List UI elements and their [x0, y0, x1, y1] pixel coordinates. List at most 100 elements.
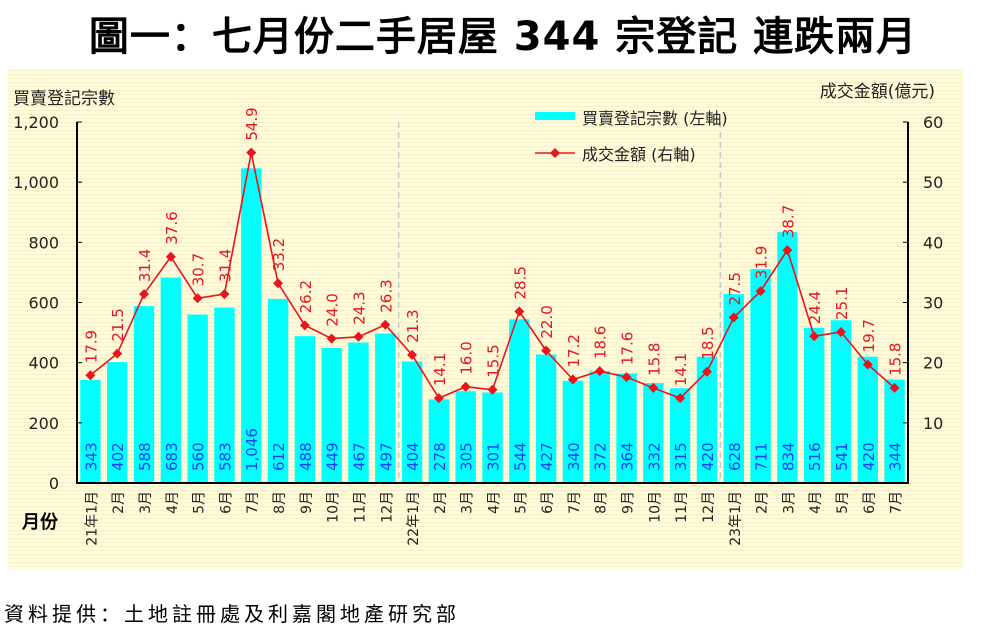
bar [777, 232, 798, 483]
bar-label: 305 [458, 442, 476, 471]
line-marker [460, 381, 471, 392]
line-marker [299, 320, 310, 331]
line-marker [701, 366, 712, 377]
bar [321, 347, 342, 483]
bar-label: 1,046 [243, 428, 261, 471]
line-marker [728, 312, 739, 323]
x-tick-label: 11月 [352, 491, 368, 523]
bar-label: 344 [887, 442, 905, 471]
line-label: 24.0 [324, 293, 342, 326]
bar [455, 391, 476, 483]
line-label: 28.5 [511, 266, 529, 299]
bar [669, 388, 691, 483]
left-axis-title: 買賣登記宗數 [13, 89, 115, 109]
line-marker [433, 393, 444, 404]
bar [643, 383, 664, 483]
x-tick-label: 8月 [272, 491, 288, 514]
bar [214, 307, 235, 483]
line-marker [835, 326, 846, 337]
line-label: 14.1 [431, 353, 449, 386]
bar-label: 560 [190, 442, 208, 471]
line-marker [675, 393, 686, 404]
bar-label: 541 [833, 442, 851, 471]
line-label: 31.9 [753, 246, 771, 279]
right-tick-label: 30 [923, 294, 943, 313]
left-tick-label: 1,200 [13, 113, 59, 132]
line-marker [514, 306, 525, 317]
line-marker [273, 278, 284, 289]
line-marker [112, 348, 123, 359]
x-tick-label: 3月 [138, 491, 154, 514]
line-marker [407, 349, 418, 360]
bar [348, 342, 369, 483]
bar-label: 628 [726, 442, 744, 471]
line-label: 15.5 [485, 344, 503, 377]
line-marker [648, 382, 659, 393]
x-tick-label: 23年1月 [728, 491, 744, 546]
bar [401, 361, 423, 483]
bar [696, 356, 718, 483]
bar-label: 834 [779, 442, 797, 471]
line-label: 37.6 [163, 211, 181, 244]
line-label: 30.7 [190, 253, 208, 286]
line-marker [594, 366, 605, 377]
line-label: 17.2 [565, 334, 583, 367]
line-marker [809, 331, 820, 342]
line-label: 24.4 [806, 291, 824, 324]
bar-label: 544 [511, 442, 529, 471]
bar-label: 278 [431, 442, 449, 471]
x-tick-label: 5月 [192, 491, 208, 514]
bar-label: 343 [82, 442, 100, 471]
right-tick-label: 10 [923, 414, 943, 433]
left-tick-label: 200 [28, 414, 59, 433]
line-label: 25.1 [833, 287, 851, 320]
line-marker [219, 289, 230, 300]
bar [80, 379, 101, 483]
line-label: 18.6 [592, 326, 610, 359]
x-tick-label: 7月 [567, 491, 583, 514]
source-note: 資料提供：土地註冊處及利嘉閣地產研究部 [4, 602, 460, 626]
x-tick-label: 10月 [326, 491, 342, 523]
x-tick-label: 4月 [808, 491, 824, 514]
line-label: 26.2 [297, 280, 315, 313]
left-tick-label: 600 [28, 294, 59, 313]
legend-swatch-bar [535, 112, 575, 120]
bar [803, 327, 825, 483]
bar [294, 336, 316, 483]
line-marker [621, 372, 632, 383]
line-marker [326, 333, 337, 344]
bar-label: 364 [619, 442, 637, 471]
bar-label: 467 [350, 442, 368, 471]
x-tick-label: 7月 [889, 491, 905, 514]
left-tick-label: 400 [28, 354, 59, 373]
line-label: 33.2 [270, 238, 288, 271]
x-tick-label: 12月 [379, 491, 395, 523]
x-tick-label: 7月 [245, 491, 261, 514]
x-tick-label: 4月 [165, 491, 181, 514]
bar-label: 332 [645, 442, 663, 471]
bar-label: 516 [806, 442, 824, 471]
left-tick-label: 800 [28, 233, 59, 252]
line-marker [246, 147, 257, 158]
bar [616, 373, 637, 483]
right-axis-title: 成交金額(億元) [820, 82, 935, 102]
line-label: 15.8 [645, 343, 663, 376]
line-label: 24.3 [350, 291, 368, 324]
x-tick-label: 12月 [701, 491, 717, 523]
bar [482, 392, 503, 483]
bar [509, 319, 530, 483]
x-tick-label: 5月 [513, 491, 529, 514]
bar [589, 371, 610, 483]
bar-label: 488 [297, 442, 315, 471]
line-marker [487, 384, 498, 395]
line-marker [353, 331, 364, 342]
bar [375, 333, 396, 483]
right-tick-label: 60 [923, 113, 943, 132]
bar [107, 362, 128, 483]
right-tick-label: 50 [923, 173, 943, 192]
bar-label: 497 [377, 442, 395, 471]
line-label: 21.3 [404, 309, 422, 342]
bar-label: 588 [136, 442, 154, 471]
bar-label: 315 [672, 442, 690, 471]
